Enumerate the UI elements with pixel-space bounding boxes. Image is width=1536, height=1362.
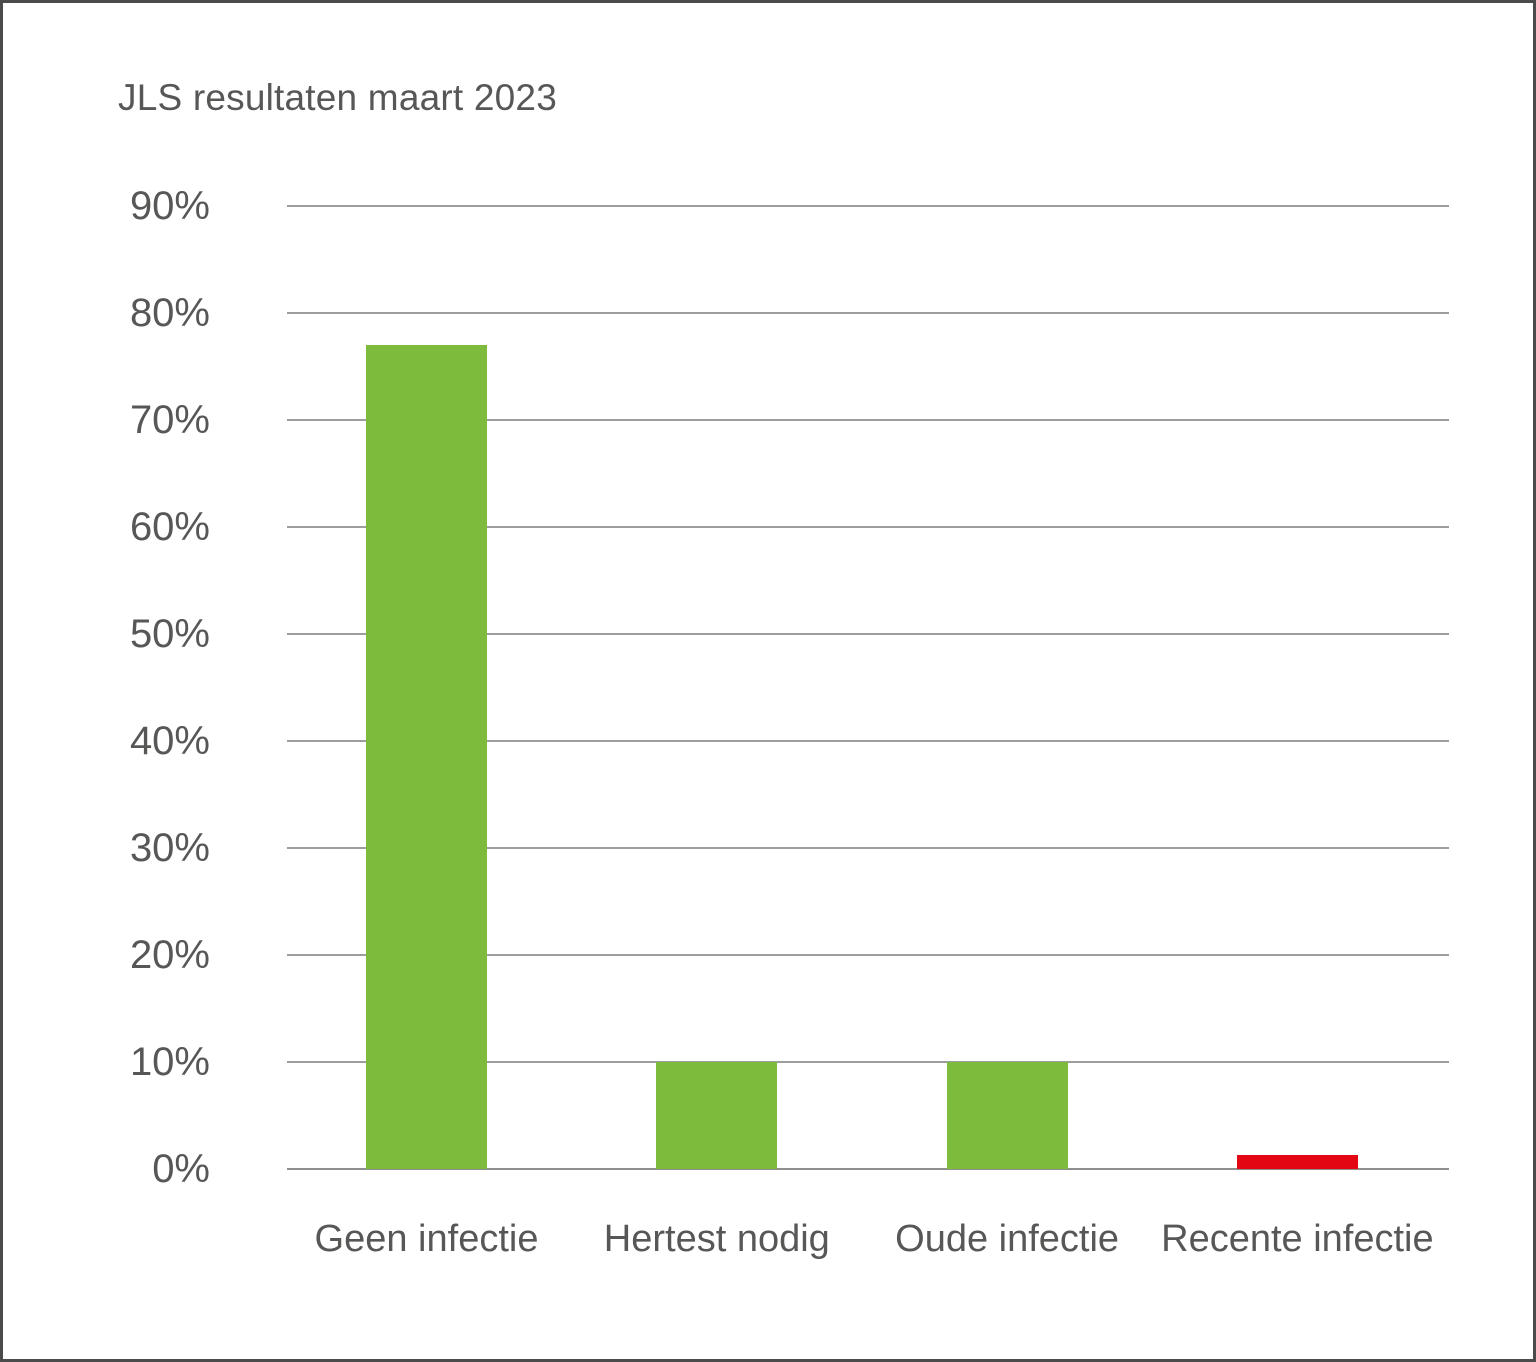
y-axis-tick-label-10: 10% <box>129 1040 210 1084</box>
gridline-0 <box>287 1168 1449 1170</box>
plot-area: 90% 80% 70% 60% 50% 40% 30% 20% 10% 0% Geen infect… <box>3 3 1533 1359</box>
gridline-60 <box>287 526 1449 528</box>
y-axis-tick-label-50: 50% <box>129 612 210 656</box>
gridline-50 <box>287 633 1449 635</box>
chart-title: JLS resultaten maart 2023 <box>118 77 557 118</box>
y-axis-tick-label-60: 60% <box>129 505 210 549</box>
y-axis-tick-label-20: 20% <box>129 933 210 977</box>
gridline-40 <box>287 740 1449 742</box>
y-axis-tick-label-0: 0% <box>152 1147 210 1191</box>
y-axis-tick-label-90: 90% <box>129 184 210 228</box>
gridline-80 <box>287 312 1449 314</box>
y-axis-tick-label-80: 80% <box>129 291 210 335</box>
gridline-90 <box>287 205 1449 207</box>
x-axis-category-label-geen-infectie: Geen infectie <box>314 1218 539 1260</box>
gridline-30 <box>287 847 1449 849</box>
x-axis-category-label-hertest-nodig: Hertest nodig <box>603 1218 830 1260</box>
gridline-70 <box>287 419 1449 421</box>
x-axis-category-label-oude-infectie: Oude infectie <box>895 1218 1120 1260</box>
bar-geen-infectie <box>366 345 487 1169</box>
x-axis-category-label-recente-infectie: Recente infectie <box>1161 1218 1434 1260</box>
bar-recente-infectie <box>1236 1155 1358 1169</box>
y-axis-tick-label-70: 70% <box>129 398 210 442</box>
y-axis-tick-label-40: 40% <box>129 719 210 763</box>
bar-oude-infectie <box>946 1062 1068 1169</box>
gridline-20 <box>287 954 1449 956</box>
bar-hertest-nodig <box>656 1062 778 1169</box>
gridline-10 <box>287 1061 1449 1063</box>
y-axis-tick-label-30: 30% <box>129 826 210 870</box>
